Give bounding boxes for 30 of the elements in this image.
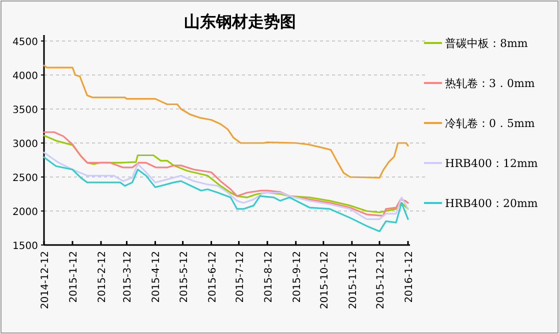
x-tick-label: 2015-3-12 <box>122 251 134 303</box>
legend-label: 热轧卷：3．0mm <box>445 77 536 90</box>
x-tick-label: 2015-12-12 <box>376 251 387 310</box>
x-tick-label: 2015-10-12 <box>319 251 330 310</box>
line-series <box>43 64 409 178</box>
line-series <box>43 156 409 232</box>
x-tick-label: 2015-11-12 <box>348 251 359 310</box>
y-tick-label: 4000 <box>12 71 38 82</box>
y-tick-label: 3000 <box>12 139 38 150</box>
x-tick-label: 2015-1-12 <box>68 251 80 303</box>
chart-title: 山东钢材走势图 <box>184 12 296 31</box>
y-tick-label: 4500 <box>12 37 38 48</box>
x-tick-label: 2015-9-12 <box>292 251 303 303</box>
x-tick-label: 2015-4-12 <box>151 251 162 303</box>
line-series <box>43 152 409 220</box>
y-tick-label: 2500 <box>12 173 38 184</box>
y-tick-label: 2000 <box>12 207 38 218</box>
x-tick-label: 2015-6-12 <box>207 251 218 303</box>
x-tick-label: 2015-5-12 <box>178 251 190 303</box>
legend-label: HRB400：20mm <box>445 197 538 210</box>
y-tick-label: 3500 <box>12 105 38 116</box>
x-tick-label: 2015-2-12 <box>96 251 108 303</box>
y-tick-label: 1500 <box>12 241 38 252</box>
x-tick-label: 2015-7-12 <box>234 251 246 303</box>
legend-label: 普碳中板：8mm <box>445 37 528 50</box>
legend-label: 冷轧卷：0．5mm <box>445 117 536 130</box>
x-tick-label: 2016-1-12 <box>404 251 415 303</box>
legend-label: HRB400：12mm <box>445 157 538 170</box>
x-tick-label: 2015-8-12 <box>263 251 274 303</box>
x-tick-label: 2014-12-12 <box>40 251 51 310</box>
